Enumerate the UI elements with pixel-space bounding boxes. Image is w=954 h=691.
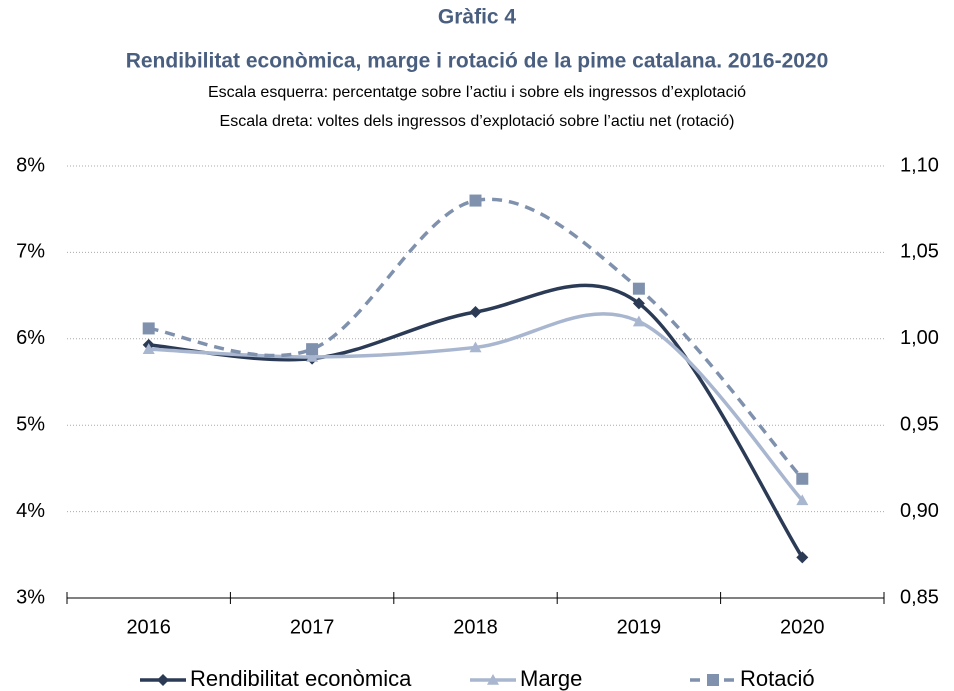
x-tick-label: 2019 bbox=[617, 616, 662, 638]
marker bbox=[632, 282, 645, 295]
marker bbox=[142, 322, 155, 335]
y2-tick-label: 1,10 bbox=[900, 154, 939, 176]
y2-tick-label: 1,05 bbox=[900, 241, 939, 263]
chart-subtitle: Rendibilitat econòmica, marge i rotació … bbox=[126, 50, 829, 73]
marker bbox=[796, 551, 809, 564]
legend-marker bbox=[487, 674, 499, 685]
y2-tick-label: 0,90 bbox=[900, 500, 939, 522]
chart-title: Gràfic 4 bbox=[438, 6, 517, 29]
y-tick-label: 8% bbox=[16, 154, 45, 176]
legend-label: Marge bbox=[520, 666, 582, 691]
x-tick-label: 2016 bbox=[126, 616, 171, 638]
legend-marker bbox=[707, 674, 719, 686]
x-tick-label: 2018 bbox=[453, 616, 498, 638]
legend-label: Rendibilitat econòmica bbox=[190, 666, 412, 691]
y-tick-label: 3% bbox=[16, 586, 45, 608]
note: Escala esquerra: percentatge sobre l’act… bbox=[208, 84, 746, 101]
series-line bbox=[148, 283, 804, 559]
y2-tick-label: 0,85 bbox=[900, 586, 939, 608]
marker bbox=[469, 306, 482, 319]
marker bbox=[796, 494, 809, 506]
marker bbox=[469, 194, 482, 207]
y-tick-label: 5% bbox=[16, 413, 45, 435]
y-tick-label: 7% bbox=[16, 241, 45, 263]
marker bbox=[632, 297, 645, 310]
y2-tick-label: 0,95 bbox=[900, 413, 939, 435]
marker bbox=[306, 350, 319, 362]
marker bbox=[469, 341, 482, 353]
x-tick-label: 2020 bbox=[780, 616, 825, 638]
marker bbox=[632, 315, 645, 327]
note: Escala dreta: voltes dels ingressos d’ex… bbox=[220, 113, 735, 130]
marker bbox=[142, 343, 155, 354]
y-tick-label: 6% bbox=[16, 327, 45, 349]
y-tick-label: 4% bbox=[16, 500, 45, 522]
x-tick-label: 2017 bbox=[290, 616, 335, 638]
marker bbox=[306, 343, 319, 356]
legend-marker bbox=[157, 674, 169, 686]
legend-label: Rotació bbox=[740, 666, 815, 691]
marker bbox=[796, 472, 809, 485]
y2-tick-label: 1,00 bbox=[900, 327, 939, 349]
